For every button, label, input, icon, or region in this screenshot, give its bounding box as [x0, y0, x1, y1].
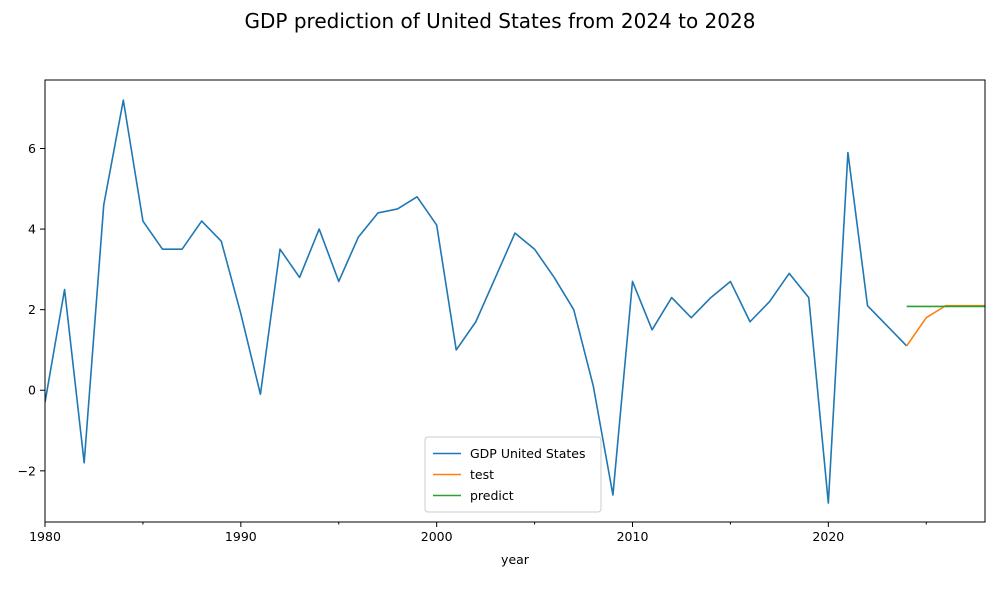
- x-tick-label-0: 1980: [29, 529, 61, 544]
- y-axis: −2 0 2 4 6: [18, 141, 45, 478]
- x-axis-label: year: [501, 552, 530, 567]
- x-axis: 1980 1990 2000 2010 2020: [29, 522, 927, 544]
- x-tick-label-1: 1990: [225, 529, 257, 544]
- legend-box: [424, 436, 602, 513]
- legend-label-2: predict: [470, 488, 514, 503]
- plot-frame: [44, 79, 986, 523]
- legend: GDP United States test predict: [424, 436, 602, 513]
- legend-label-0: GDP United States: [470, 446, 585, 461]
- x-tick-label-4: 2020: [812, 529, 844, 544]
- x-tick-label-3: 2010: [617, 529, 649, 544]
- x-tick-label-2: 2000: [421, 529, 453, 544]
- series-line-0: [45, 99, 908, 504]
- plot-lines: [45, 99, 985, 504]
- legend-label-1: test: [470, 467, 494, 482]
- chart-title: GDP prediction of United States from 202…: [245, 9, 756, 33]
- y-tick-label-1: 0: [28, 383, 36, 398]
- y-tick-label-2: 2: [28, 302, 36, 317]
- series-line-1: [906, 304, 985, 347]
- y-tick-label-0: −2: [18, 463, 36, 478]
- y-tick-label-4: 6: [28, 141, 36, 156]
- y-tick-label-3: 4: [28, 222, 36, 237]
